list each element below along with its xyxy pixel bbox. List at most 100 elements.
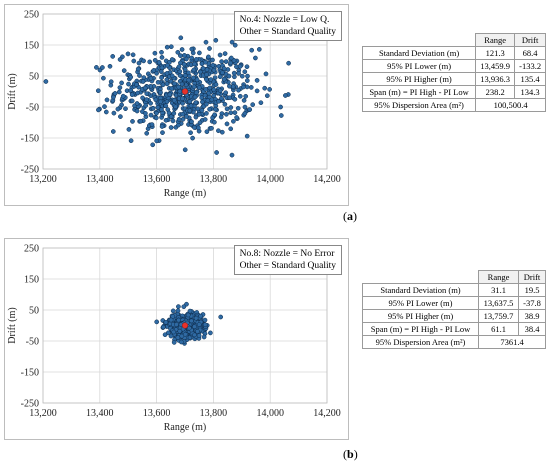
y-tick-label: -50 — [26, 103, 39, 114]
y-tick-label: 150 — [24, 275, 39, 286]
cell-drift: 38.9 — [518, 309, 546, 323]
data-point — [250, 102, 256, 107]
data-point — [184, 56, 189, 62]
data-point — [154, 138, 160, 144]
data-point — [143, 103, 149, 108]
data-point — [199, 107, 205, 113]
data-point — [169, 86, 175, 91]
data-point — [221, 76, 227, 82]
data-points — [154, 301, 224, 346]
data-point — [144, 91, 150, 97]
data-point — [180, 101, 185, 106]
data-point — [152, 57, 158, 63]
data-point — [108, 79, 114, 85]
y-tick-label: -50 — [26, 337, 39, 348]
data-point — [186, 325, 192, 331]
data-point — [155, 79, 161, 85]
data-point — [163, 319, 169, 325]
data-point — [164, 99, 170, 105]
data-point — [169, 57, 175, 62]
x-tick-label: 14,200 — [313, 174, 341, 185]
data-point — [148, 100, 153, 106]
target-center-point — [181, 88, 189, 95]
data-point — [207, 106, 212, 112]
data-point — [229, 152, 235, 158]
data-point — [202, 322, 208, 328]
data-point — [217, 74, 223, 80]
data-point — [212, 119, 217, 125]
data-point — [153, 115, 159, 121]
data-point — [130, 52, 136, 58]
data-point — [103, 109, 109, 115]
data-point — [129, 98, 135, 104]
data-point — [244, 64, 250, 70]
y-axis-label: Drift (m) — [7, 73, 18, 109]
data-point — [128, 88, 133, 93]
data-point — [164, 77, 170, 83]
y-tick-label: 250 — [24, 244, 39, 255]
data-point — [200, 99, 205, 105]
data-point — [176, 304, 181, 309]
cell-drift: 68.4 — [514, 46, 546, 60]
data-point — [192, 94, 198, 100]
cell-drift: 38.4 — [518, 322, 546, 336]
data-point — [213, 37, 219, 43]
data-point — [135, 66, 141, 72]
x-tick-label: 13,400 — [86, 408, 114, 419]
data-point — [171, 97, 177, 103]
area-label: 95% Dispersion Area (m²) — [361, 98, 477, 112]
cell-range: 13,936.3 — [475, 72, 516, 86]
data-point — [140, 79, 146, 84]
data-point — [194, 77, 200, 83]
data-point — [194, 90, 199, 95]
data-point — [171, 111, 177, 116]
data-point — [163, 103, 169, 109]
data-point — [111, 110, 117, 116]
data-point — [181, 304, 187, 310]
data-point — [195, 329, 200, 334]
table-row: Span (m) = PI High - PI Low 238.2 134.3 — [361, 85, 546, 99]
data-point — [172, 81, 177, 87]
data-point — [237, 93, 243, 99]
data-point — [189, 46, 195, 52]
data-point — [175, 49, 181, 55]
data-point — [220, 70, 225, 76]
data-point — [143, 111, 148, 116]
data-point — [167, 92, 173, 97]
data-point — [227, 83, 232, 89]
data-point — [202, 117, 208, 122]
data-point — [244, 78, 250, 83]
data-point — [228, 110, 234, 116]
data-point — [189, 318, 194, 324]
data-point — [219, 95, 224, 101]
row-label: Standard Deviation (m) — [361, 46, 477, 60]
data-point — [229, 39, 235, 45]
data-point — [218, 114, 224, 120]
data-point — [104, 97, 110, 103]
data-point — [204, 67, 210, 72]
data-point — [206, 90, 212, 96]
data-point — [137, 73, 142, 78]
target-center-point — [181, 322, 189, 329]
data-point — [187, 108, 193, 114]
data-point — [211, 87, 217, 93]
data-point — [130, 119, 135, 124]
data-point — [117, 85, 123, 90]
data-point — [214, 150, 219, 155]
data-point — [144, 97, 149, 102]
stats-table-b: Range Drift Standard Deviation (m) 31.1 … — [361, 270, 546, 349]
data-point — [178, 339, 184, 345]
cell-drift: -37.8 — [518, 296, 546, 310]
data-point — [193, 114, 199, 120]
chart-panel-b: 250 150 50 -50 -150 -250 13,200 13,400 13,600 13,… — [4, 238, 349, 440]
data-point — [207, 46, 212, 51]
row-label: Standard Deviation (m) — [361, 283, 480, 297]
data-point — [168, 114, 174, 119]
data-point — [182, 331, 188, 337]
data-point — [267, 87, 272, 92]
data-point — [100, 65, 105, 70]
table-row: 95% PI Higher (m) 13,759.7 38.9 — [361, 309, 546, 323]
x-tick-label: 13,800 — [200, 174, 228, 185]
chart-panel-a: 250 150 50 -50 -150 -250 13,200 13,400 13,600 13,… — [4, 4, 349, 206]
data-point — [187, 99, 193, 104]
